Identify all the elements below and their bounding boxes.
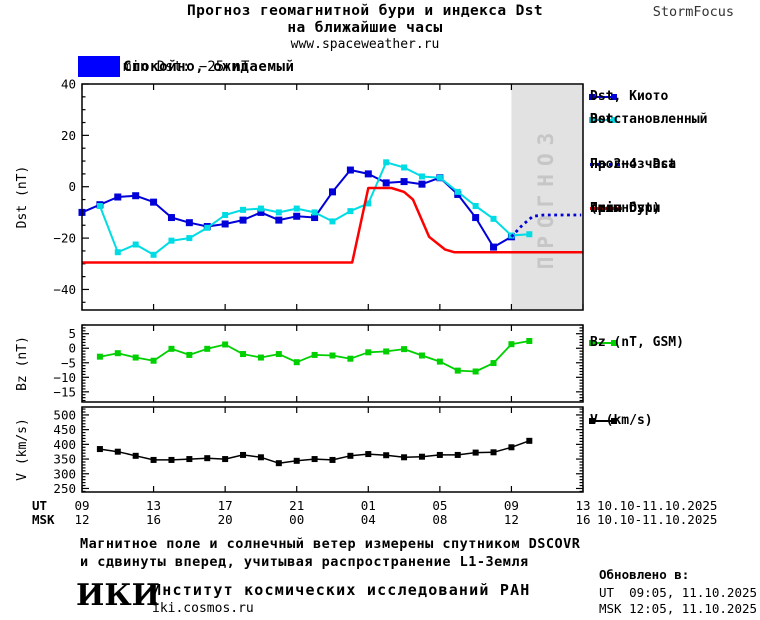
- updated-ut-time: UT 09:05, 11.10.2025: [599, 585, 758, 600]
- panel-bz: [81, 324, 584, 403]
- forecast-dst-line-swatch: [590, 163, 620, 166]
- y-tick-label: 40: [61, 77, 76, 92]
- bz-line-swatch: [589, 340, 617, 346]
- panel-v: [81, 406, 584, 493]
- x-tick-label: 12: [503, 512, 519, 527]
- y-tick-label: 450: [53, 422, 76, 437]
- x-tick-label: 17: [217, 498, 233, 513]
- y-tick-label: 350: [53, 452, 76, 467]
- x-tick-label: 04: [360, 512, 376, 527]
- x-axis-ut-row: UT 10.10-11.10.2025 09 13 17 21 01 05 09 13: [0, 498, 760, 513]
- ut-date-range: 10.10-11.10.2025: [597, 498, 718, 513]
- x-tick-label: 09: [503, 498, 519, 513]
- series-storm: [82, 186, 583, 264]
- x-tick-label: 21: [289, 498, 305, 513]
- y-tick-label: −40: [53, 282, 76, 297]
- source-url: www.spaceweather.ru: [290, 37, 440, 52]
- y-tick-label: 0: [68, 341, 76, 356]
- x-tick-label: 01: [360, 498, 376, 513]
- brand-label: StormFocus: [652, 4, 734, 20]
- iki-logo: ИКИ: [76, 578, 160, 613]
- y-axis-label-v: V (km/s): [15, 418, 30, 481]
- x-tick-label: 09: [74, 498, 90, 513]
- panel-dst: ПРОГНОЗ: [78, 83, 584, 311]
- y-tick-label: 400: [53, 437, 76, 452]
- footer-note-line1: Магнитное поле и солнечный ветер измерен…: [80, 536, 581, 552]
- restored-dst-line-swatch: [589, 117, 617, 123]
- y-tick-label: 0: [68, 179, 76, 194]
- institute-website: iki.cosmos.ru: [152, 601, 254, 616]
- x-tick-label: 20: [217, 512, 233, 527]
- x-tick-label: 08: [432, 512, 448, 527]
- y-tick-label: −20: [53, 231, 76, 246]
- x-tick-label: 16: [146, 512, 162, 527]
- series-restored: [98, 161, 530, 256]
- storm-level-swatch: [78, 56, 120, 77]
- storm-level-status: Спокойно, ожидаемый: [123, 59, 295, 75]
- y-axis-label-dst: Dst (nT): [15, 166, 30, 229]
- forecast-region-label: ПРОГНОЗ: [534, 125, 558, 270]
- ut-row-label: UT: [32, 498, 48, 513]
- y-tick-label: 250: [53, 481, 76, 496]
- y-tick-label: 500: [53, 407, 76, 422]
- x-tick-label: 05: [432, 498, 448, 513]
- v-line-swatch: [589, 418, 617, 424]
- msk-date-range: 10.10-11.10.2025: [597, 512, 718, 527]
- y-tick-label: 5: [68, 326, 76, 341]
- series-forecast: [510, 213, 582, 238]
- updated-msk-time: MSK 12:05, 11.10.2025: [599, 601, 758, 616]
- page-subtitle: на ближайшие часы: [287, 20, 443, 36]
- updated-label: Обновлено в:: [599, 567, 690, 582]
- y-tick-label: 300: [53, 466, 76, 481]
- x-tick-label: 13: [575, 498, 591, 513]
- forecast-region: [511, 85, 583, 309]
- y-axis-label-bz: Bz (nT): [15, 336, 30, 391]
- msk-row-label: MSK: [32, 512, 55, 527]
- y-tick-label: −10: [53, 370, 76, 385]
- y-tick-label: 20: [61, 128, 76, 143]
- storm-strength-line-swatch: [590, 207, 622, 210]
- legend-label: V (km/s): [590, 413, 653, 428]
- x-tick-label: 13: [146, 498, 162, 513]
- dst-kyoto-line-swatch: [589, 94, 617, 100]
- legend-label: Dst, Киото: [590, 89, 669, 104]
- x-tick-label: 00: [289, 512, 305, 527]
- footer-note-line2: и сдвинуты вперед, учитывая распростране…: [80, 554, 529, 570]
- x-tick-label: 16: [575, 512, 591, 527]
- x-tick-label: 12: [74, 512, 90, 527]
- y-tick-label: −5: [61, 355, 76, 370]
- page-title: Прогноз геомагнитной бури и индекса Dst: [186, 3, 544, 19]
- legend-label: Bz (nT, GSM): [590, 335, 684, 350]
- x-axis-msk-row: MSK 10.10-11.10.2025 12 16 20 00 04 08 12 16: [0, 512, 760, 527]
- y-tick-label: −15: [53, 384, 76, 399]
- institute-name: Институт космических исследований РАН: [152, 581, 531, 599]
